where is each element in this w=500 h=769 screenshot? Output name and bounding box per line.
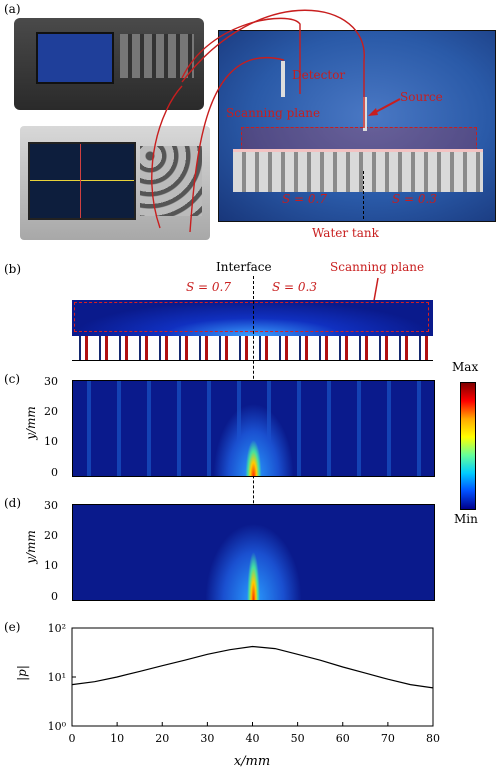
source-rod — [363, 97, 367, 131]
c-ytick-10: 10 — [44, 435, 58, 448]
x-tick-label: 40 — [246, 732, 260, 745]
colorbar-max-label: Max — [452, 360, 479, 374]
c-ytick-20: 20 — [44, 405, 58, 418]
interface-label: Interface — [216, 260, 272, 274]
c-ytick-30: 30 — [44, 375, 58, 388]
panel-e-label: (e) — [4, 620, 21, 634]
pressure-chart: 10⁰ 10¹ 10² 0 10 20 30 40 50 60 70 80 x/mm — [48, 622, 440, 769]
x-tick-label: 0 — [69, 732, 76, 745]
x-axis-label: x/mm — [234, 754, 270, 769]
generator-buttons — [120, 34, 194, 78]
panel-c-field — [72, 380, 435, 477]
d-ytick-10: 10 — [44, 559, 58, 572]
field-yaxes: 0 10 20 30 0 10 20 30 — [44, 375, 58, 603]
x-tick-label: 80 — [426, 732, 440, 745]
s-right-label-b: S = 0.3 — [272, 280, 317, 294]
water-tank-label: Water tank — [312, 226, 379, 240]
water-tank-image — [218, 30, 496, 222]
colorbar — [460, 382, 476, 510]
chart-y-ticks: 10⁰ 10¹ 10² — [48, 622, 76, 733]
x-tick-label: 20 — [155, 732, 169, 745]
x-tick-label: 60 — [336, 732, 350, 745]
panel-c-yticks: 0 10 20 30 — [44, 375, 58, 479]
chart-x-ticks: 0 10 20 30 40 50 60 70 80 — [69, 722, 440, 745]
panel-d-label: (d) — [4, 496, 22, 510]
detector-rod — [281, 61, 285, 97]
pressure-series-line — [71, 645, 434, 689]
function-generator-image — [14, 18, 204, 110]
d-ytick-20: 20 — [44, 529, 58, 542]
panel-b-scanning-box — [74, 302, 429, 332]
y-tick-label: 10¹ — [48, 671, 66, 684]
scanning-plane-label-b: Scanning plane — [330, 260, 425, 274]
s-right-label-a: S = 0.3 — [392, 192, 437, 206]
x-tick-label: 70 — [381, 732, 395, 745]
colorbar-min-label: Min — [454, 512, 478, 526]
y-tick-label: 10² — [48, 622, 66, 635]
panel-c-label: (c) — [4, 372, 21, 386]
generator-screen — [36, 32, 114, 84]
detector-label: Detector — [292, 68, 346, 82]
d-ytick-0: 0 — [51, 590, 58, 603]
y-tick-label: 10⁰ — [48, 720, 67, 733]
panel-b-field — [72, 300, 433, 336]
cables — [151, 9, 365, 233]
c-ytick-0: 0 — [51, 466, 58, 479]
x-tick-label: 10 — [110, 732, 124, 745]
source-arrow — [368, 98, 401, 116]
s-left-label-b: S = 0.7 — [186, 280, 231, 294]
panel-b-label: (b) — [4, 262, 22, 276]
panel-d-field — [72, 504, 435, 601]
scanning-plane-label-a: Scanning plane — [226, 106, 321, 120]
panel-d-yticks: 0 10 20 30 — [44, 499, 58, 603]
x-tick-label: 50 — [291, 732, 305, 745]
panel-a-label: (a) — [4, 2, 21, 16]
panel-b-structure — [72, 336, 433, 361]
s-left-label-a: S = 0.7 — [282, 192, 327, 206]
oscilloscope-screen — [28, 142, 136, 220]
interface-dashed-line — [363, 171, 364, 219]
x-tick-label: 30 — [200, 732, 214, 745]
d-ytick-30: 30 — [44, 499, 58, 512]
source-label: Source — [400, 90, 443, 104]
metamaterial-structure — [233, 149, 483, 192]
